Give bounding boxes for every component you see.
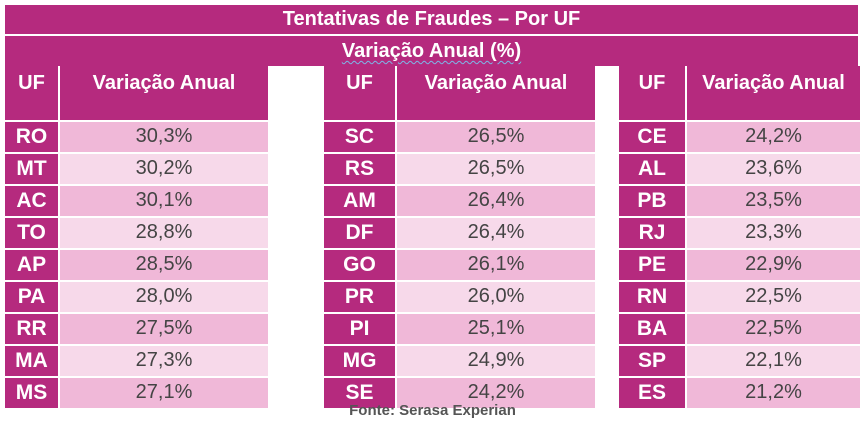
value-cell: 21,2% xyxy=(687,377,860,408)
uf-cell: AC xyxy=(5,185,58,216)
value-cell: 23,6% xyxy=(687,153,860,184)
value-cell: 23,3% xyxy=(687,217,860,248)
value-cell: 28,0% xyxy=(60,281,268,312)
value-cell: 22,1% xyxy=(687,345,860,376)
value-cell: 23,5% xyxy=(687,185,860,216)
table-group-1: UF Variação Anual RO 30,3% MT 30,2% AC 30,1% TO 2… xyxy=(5,66,268,408)
value-cell: 30,2% xyxy=(60,153,268,184)
uf-cell: RO xyxy=(5,121,58,152)
value-cell: 25,1% xyxy=(397,313,595,344)
uf-cell: RN xyxy=(619,281,685,312)
uf-cell: RR xyxy=(5,313,58,344)
value-cell: 26,4% xyxy=(397,185,595,216)
value-cell: 26,0% xyxy=(397,281,595,312)
uf-cell: MA xyxy=(5,345,58,376)
value-column-header: Variação Anual xyxy=(60,66,268,120)
uf-cell: GO xyxy=(324,249,395,280)
uf-cell: CE xyxy=(619,121,685,152)
uf-cell: MT xyxy=(5,153,58,184)
uf-cell: PE xyxy=(619,249,685,280)
value-cell: 26,4% xyxy=(397,217,595,248)
value-cell: 26,1% xyxy=(397,249,595,280)
value-cell: 30,3% xyxy=(60,121,268,152)
uf-cell: PB xyxy=(619,185,685,216)
value-cell: 22,9% xyxy=(687,249,860,280)
subtitle-text: Variação Anual (%) xyxy=(341,40,522,62)
uf-column-header: UF xyxy=(619,66,685,120)
value-column-header: Variação Anual xyxy=(687,66,860,120)
uf-cell: RJ xyxy=(619,217,685,248)
table-title: Tentativas de Fraudes – Por UF xyxy=(5,5,858,34)
uf-cell: SP xyxy=(619,345,685,376)
uf-cell: ES xyxy=(619,377,685,408)
value-cell: 30,1% xyxy=(60,185,268,216)
uf-cell: PR xyxy=(324,281,395,312)
value-cell: 27,3% xyxy=(60,345,268,376)
uf-cell: MG xyxy=(324,345,395,376)
uf-cell: BA xyxy=(619,313,685,344)
value-cell: 28,5% xyxy=(60,249,268,280)
table-subtitle: Variação Anual (%) xyxy=(5,36,858,66)
value-cell: 26,5% xyxy=(397,121,595,152)
value-cell: 26,5% xyxy=(397,153,595,184)
value-cell: 22,5% xyxy=(687,281,860,312)
uf-cell: TO xyxy=(5,217,58,248)
value-cell: 28,8% xyxy=(60,217,268,248)
uf-cell: SC xyxy=(324,121,395,152)
value-column-header: Variação Anual xyxy=(397,66,595,120)
value-cell: 24,2% xyxy=(397,377,595,408)
value-cell: 24,9% xyxy=(397,345,595,376)
value-cell: 27,5% xyxy=(60,313,268,344)
uf-cell: DF xyxy=(324,217,395,248)
value-cell: 24,2% xyxy=(687,121,860,152)
uf-cell: AP xyxy=(5,249,58,280)
uf-column-header: UF xyxy=(324,66,395,120)
uf-cell: PA xyxy=(5,281,58,312)
uf-cell: PI xyxy=(324,313,395,344)
value-cell: 27,1% xyxy=(60,377,268,408)
uf-cell: RS xyxy=(324,153,395,184)
value-cell: 22,5% xyxy=(687,313,860,344)
table-group-3: UF Variação Anual CE 24,2% AL 23,6% PB 23,5% RJ 2… xyxy=(619,66,860,408)
uf-cell: AM xyxy=(324,185,395,216)
uf-cell: MS xyxy=(5,377,58,408)
uf-cell: AL xyxy=(619,153,685,184)
table-group-2: UF Variação Anual SC 26,5% RS 26,5% AM 26,4% DF 2… xyxy=(324,66,595,408)
source-note: Fonte: Serasa Experian xyxy=(349,402,516,419)
uf-cell: SE xyxy=(324,377,395,408)
uf-column-header: UF xyxy=(5,66,58,120)
